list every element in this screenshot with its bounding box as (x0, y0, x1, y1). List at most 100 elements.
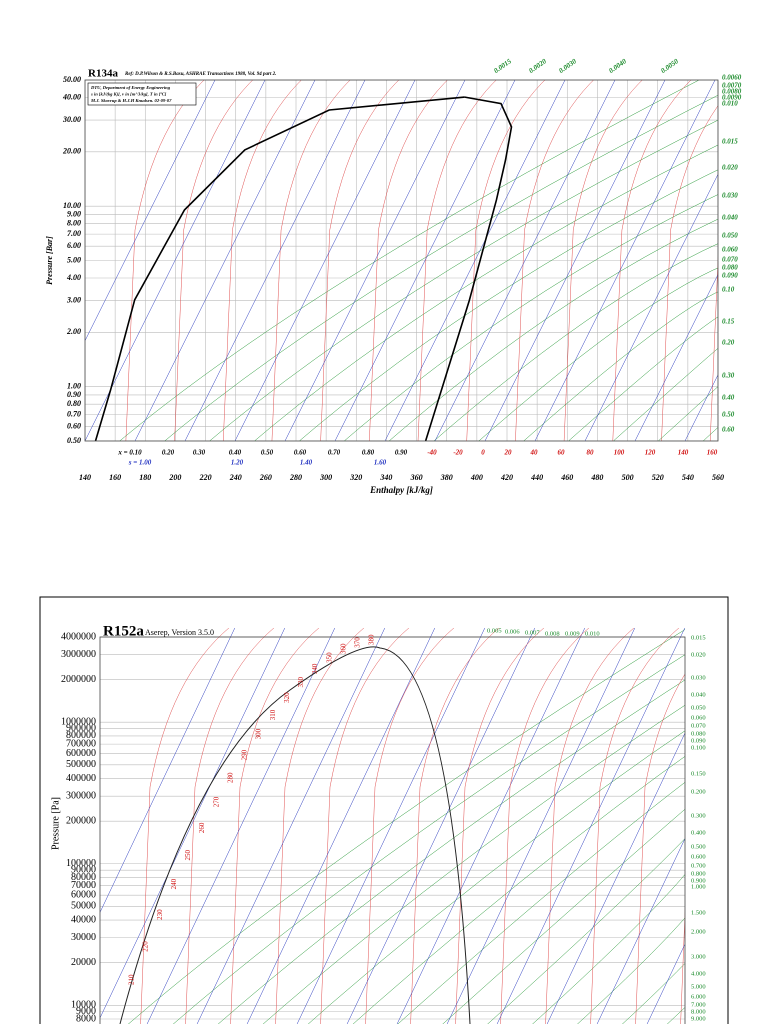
temperature-label: 80 (587, 449, 595, 457)
decor-isentrope (246, 628, 436, 1024)
volume-label: 0.040 (691, 691, 706, 698)
y-tick-label: 0.60 (67, 422, 81, 431)
decor-isotherm (545, 628, 635, 1024)
decor-isentrope (484, 80, 666, 441)
volume-label: 0.0080 (722, 88, 742, 96)
volume-label: 0.030 (691, 674, 706, 681)
temperature-label: 320 (283, 692, 291, 703)
decor-isotherm (455, 628, 545, 1024)
decor-isochore (478, 267, 718, 441)
y-tick-label: 0.80 (67, 399, 81, 408)
entropy-label: 1.60 (374, 459, 387, 467)
y-tick-label: 4000000 (61, 631, 96, 642)
decor-isochore (523, 291, 718, 441)
volume-label: 0.700 (691, 862, 706, 869)
plot-frame (84, 79, 719, 442)
x-tick-label: 380 (440, 473, 453, 482)
quality-label: x = 0.10 (117, 449, 142, 457)
decor-isentrope (284, 80, 466, 441)
decor-dome (119, 646, 471, 1024)
decor-isotherm (758, 70, 768, 461)
volume-label: 0.015 (722, 138, 738, 146)
volume-label: 0.0040 (607, 57, 628, 75)
volume-label: 0.0090 (722, 94, 742, 102)
y-axis-label: Pressure [Bar] (45, 236, 54, 285)
decor-isochore (343, 194, 718, 441)
decor-isentrope (134, 80, 316, 441)
temperature-label: 240 (170, 878, 178, 889)
volume-label: 0.007 (525, 629, 540, 636)
volume-label: 2.000 (691, 928, 706, 935)
y-tick-label: 7.00 (67, 229, 81, 238)
chart-subtitle: Aserep, Version 3.5.0 (145, 628, 214, 637)
temperature-label: 330 (297, 676, 305, 687)
x-tick-label: 160 (109, 473, 121, 482)
decor-isochore (298, 169, 718, 441)
x-tick-label: 460 (560, 473, 573, 482)
x-tick-label: 300 (319, 473, 332, 482)
decor-isochore (487, 838, 685, 1024)
volume-label: 8.000 (691, 1008, 706, 1015)
x-tick-label: 140 (79, 473, 91, 482)
volume-label: 0.040 (722, 214, 738, 222)
entropy-label: 1.20 (231, 459, 244, 467)
temperature-label: 100 (614, 449, 625, 457)
temperature-label: 300 (255, 728, 263, 739)
y-tick-label: 700000 (66, 738, 96, 749)
y-tick-label: 50000 (71, 901, 96, 912)
volume-label: 0.30 (722, 372, 735, 380)
volume-label: 9.000 (691, 1015, 706, 1022)
volume-label: 0.60 (722, 426, 735, 434)
decor-isentrope (384, 80, 566, 441)
decor-isotherm (612, 80, 692, 441)
temperature-label: 210 (128, 974, 136, 985)
decor-isotherm (275, 628, 365, 1024)
plot (100, 628, 685, 1024)
y-tick-label: 1000000 (61, 717, 96, 728)
x-tick-label: 320 (349, 473, 362, 482)
decor-isotherm (365, 628, 455, 1024)
decor-isochore (172, 654, 685, 1024)
volume-label: 0.070 (691, 722, 706, 729)
x-tick-label: 260 (259, 473, 272, 482)
volume-label: 0.0050 (659, 57, 680, 75)
y-tick-label: 500000 (66, 759, 96, 770)
volume-label: 0.006 (505, 628, 520, 635)
decor-isochore (568, 316, 718, 441)
volume-label: 0.050 (722, 232, 738, 240)
temperature-label: 270 (212, 796, 220, 807)
entropy-label: 1.40 (300, 459, 313, 467)
decor-isentrope (534, 80, 716, 441)
info-line: DTU, Department of Energy Engineering (90, 85, 171, 90)
x-tick-label: 280 (289, 473, 302, 482)
volume-label: 0.50 (722, 411, 735, 419)
temperature-label: 290 (241, 749, 249, 760)
chart-frame (39, 596, 729, 1024)
quality-label: 0.90 (395, 449, 408, 457)
y-tick-label: 0.70 (67, 409, 81, 418)
y-tick-label: 9.00 (67, 209, 81, 218)
temperature-label: -20 (453, 449, 463, 457)
temperature-label: 250 (184, 849, 192, 860)
temperature-label: 120 (645, 449, 656, 457)
temperature-label: 380 (368, 634, 376, 645)
decor-isotherm (140, 628, 230, 1024)
quality-label: 0.30 (193, 449, 206, 457)
decor-isotherm (661, 105, 718, 441)
temperature-label: 260 (198, 822, 206, 833)
volume-label: 3.000 (691, 953, 706, 960)
decor-isotherm (680, 906, 685, 1024)
decor-isochore (352, 755, 685, 1024)
volume-label: 0.150 (691, 770, 706, 777)
decor-isentrope (296, 628, 486, 1024)
decor-isentrope (346, 628, 536, 1024)
chart-title: R134a (88, 68, 118, 80)
volume-label: 0.200 (691, 788, 706, 795)
volume-label: 0.500 (691, 843, 706, 850)
volume-label: 0.060 (722, 246, 738, 254)
y-tick-label: 0.50 (67, 436, 81, 445)
chart-subtitle: Ref: D.P.Wilson & R.S.Basu, ASHRAE Trans… (125, 72, 276, 77)
quality-label: 0.50 (261, 449, 274, 457)
decor-isentrope (146, 628, 336, 1024)
decor-isotherm (635, 673, 685, 1024)
